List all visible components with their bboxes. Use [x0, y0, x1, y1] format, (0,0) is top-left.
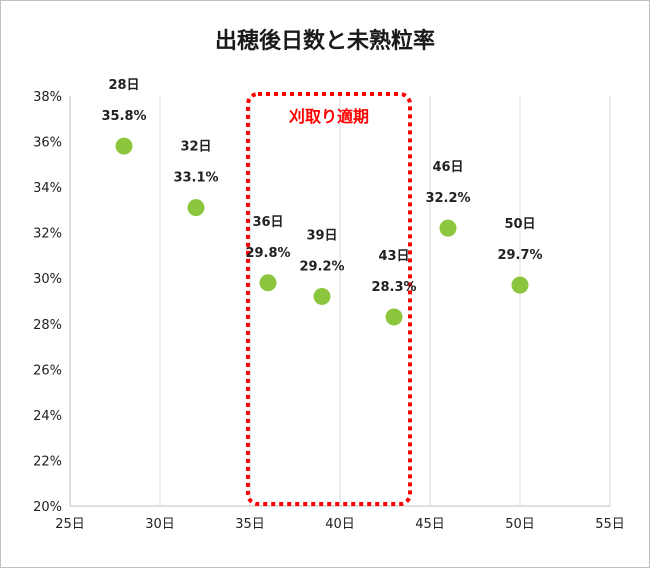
x-tick-label: 25日 [55, 517, 85, 532]
y-tick-label: 24% [33, 409, 62, 424]
y-tick-label: 34% [33, 181, 62, 196]
data-point [439, 219, 457, 237]
data-point [313, 287, 331, 305]
y-tick-labels: 20% 22% 24% 26% 28% 30% 32% 34% 36% 38% [33, 90, 62, 515]
x-tick-labels: 25日 30日 35日 40日 45日 50日 55日 [55, 517, 625, 532]
y-tick-label: 26% [33, 363, 62, 378]
y-tick-label: 36% [33, 136, 62, 151]
chart-title: 出穂後日数と未熟粒率 [215, 28, 435, 54]
data-label-value: 33.1% [173, 171, 218, 186]
data-label-value: 32.2% [425, 191, 470, 206]
data-point [187, 199, 205, 217]
data-label-value: 29.7% [497, 248, 542, 263]
y-tick-label: 38% [33, 90, 62, 105]
data-points [115, 137, 529, 326]
data-label-day: 43日 [378, 249, 409, 264]
data-label-day: 46日 [432, 160, 463, 175]
y-tick-label: 32% [33, 227, 62, 242]
data-label-day: 32日 [180, 140, 211, 155]
data-point [115, 137, 133, 155]
y-tick-label: 20% [33, 500, 62, 515]
gridlines [159, 96, 611, 506]
harvest-period-box [246, 92, 412, 506]
data-label-value: 28.3% [371, 280, 416, 295]
harvest-period-annotation: 刈取り適期 [246, 92, 412, 506]
harvest-period-label: 刈取り適期 [289, 107, 369, 126]
y-tick-label: 28% [33, 318, 62, 333]
data-label-day: 36日 [252, 215, 283, 230]
x-tick-label: 35日 [235, 517, 265, 532]
data-point [385, 308, 403, 326]
x-tick-label: 30日 [145, 517, 175, 532]
x-tick-label: 40日 [325, 517, 355, 532]
data-label-day: 50日 [504, 217, 535, 232]
y-tick-label: 22% [33, 454, 62, 469]
data-label-day: 39日 [306, 228, 337, 243]
axes [69, 96, 610, 507]
data-label-day: 28日 [108, 78, 139, 93]
data-point [259, 274, 277, 292]
x-tick-label: 55日 [595, 517, 625, 532]
data-labels: 28日 35.8% 32日 33.1% 36日 29.8% 39日 29.2% 43日 28.3%… [101, 78, 542, 295]
x-tick-label: 45日 [415, 517, 445, 532]
data-label-value: 29.2% [299, 259, 344, 274]
data-label-value: 35.8% [101, 109, 146, 124]
y-tick-label: 30% [33, 272, 62, 287]
x-tick-label: 50日 [505, 517, 535, 532]
data-label-value: 29.8% [245, 246, 290, 261]
data-point [511, 276, 529, 294]
